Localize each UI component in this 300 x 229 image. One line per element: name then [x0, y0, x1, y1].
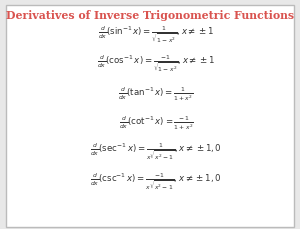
Text: $\frac{d}{dx}\left(\csc^{-1}x\right)=\frac{-1}{x\sqrt{x^2-1}},x\neq\pm1,0$: $\frac{d}{dx}\left(\csc^{-1}x\right)=\fr… — [90, 171, 222, 193]
Text: $\frac{d}{dx}\left(\cos^{-1}x\right)=\frac{-1}{\sqrt{1-x^2}},x\neq\pm1$: $\frac{d}{dx}\left(\cos^{-1}x\right)=\fr… — [97, 54, 215, 76]
Text: $\frac{d}{dx}\left(\tan^{-1}x\right)=\frac{1}{1+x^2}$: $\frac{d}{dx}\left(\tan^{-1}x\right)=\fr… — [118, 85, 194, 103]
Text: $\frac{d}{dx}\left(\sin^{-1}x\right)=\frac{1}{\sqrt{1-x^2}},x\neq\pm1$: $\frac{d}{dx}\left(\sin^{-1}x\right)=\fr… — [98, 25, 214, 46]
FancyBboxPatch shape — [6, 5, 294, 227]
Text: Derivatives of Inverse Trigonometric Functions: Derivatives of Inverse Trigonometric Fun… — [6, 10, 294, 21]
Text: $\frac{d}{dx}\left(\cot^{-1}x\right)=\frac{-1}{1+x^2}$: $\frac{d}{dx}\left(\cot^{-1}x\right)=\fr… — [118, 115, 194, 132]
Text: $\frac{d}{dx}\left(\sec^{-1}x\right)=\frac{1}{x\sqrt{x^2-1}},x\neq\pm1,0$: $\frac{d}{dx}\left(\sec^{-1}x\right)=\fr… — [90, 142, 222, 164]
